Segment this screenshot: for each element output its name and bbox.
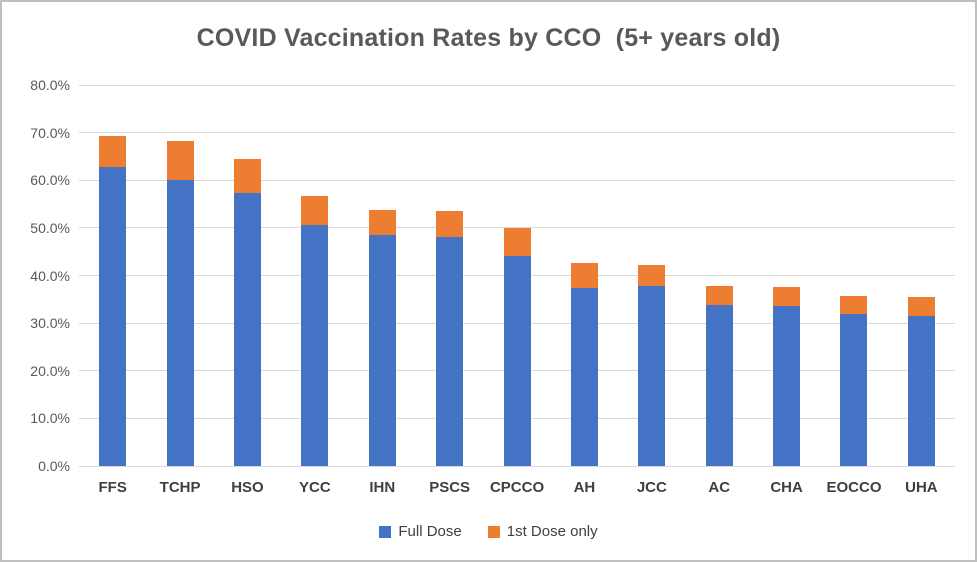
x-label-hso: HSO	[231, 479, 264, 496]
bar-ac-1st-dose-only	[705, 286, 733, 305]
x-label-tchp: TCHP	[159, 479, 201, 496]
legend: Full Dose 1st Dose only	[2, 523, 975, 540]
x-label-ffs: FFS	[98, 479, 127, 496]
legend-swatch-full-dose	[379, 525, 392, 538]
bar-tchp-full-dose	[166, 180, 194, 466]
bar-ihn-full-dose	[368, 235, 396, 466]
bar-uha-full-dose	[907, 316, 935, 466]
bar-pscs-1st-dose-only	[436, 211, 464, 238]
bar-tchp-1st-dose-only	[166, 140, 194, 181]
gridline-80	[79, 84, 955, 86]
bar-group-cha	[753, 85, 820, 466]
bar-cha-1st-dose-only	[773, 287, 801, 306]
bar-jcc-full-dose	[638, 285, 666, 466]
x-label-ah: AH	[573, 479, 596, 496]
bar-group-ac	[686, 85, 753, 466]
y-tick-label-500: 50.0%	[30, 219, 70, 236]
bar-group-tchp	[146, 85, 213, 466]
y-tick-label-800: 80.0%	[30, 77, 70, 93]
x-label-eocco: EOCCO	[826, 479, 882, 496]
y-tick-label-100: 10.0%	[30, 410, 70, 427]
bar-hso-1st-dose-only	[233, 159, 261, 193]
legend-swatch-1st-dose-only	[487, 525, 500, 538]
bar-group-pscs	[416, 85, 483, 466]
x-axis: FFS TCHP HSO YCC IHN PSCS CPCCO AH JCC AC CHA EOCCO…	[79, 479, 955, 496]
bar-group-cpcco	[483, 85, 550, 466]
chart-title: COVID Vaccination Rates by CCO (5+ years…	[196, 24, 781, 52]
bar-hso-full-dose	[233, 192, 261, 466]
x-axis-line	[79, 465, 955, 467]
x-label-uha: UHA	[905, 479, 938, 496]
legend-item-full-dose: Full Dose	[379, 523, 462, 540]
bar-ah-1st-dose-only	[570, 263, 598, 288]
bar-ah-full-dose	[570, 287, 598, 466]
legend-label-1st-dose-only: 1st Dose only	[506, 523, 598, 540]
bar-group-hso	[214, 85, 281, 466]
bar-cha-full-dose	[773, 305, 801, 466]
y-tick-label-00: 0.0%	[38, 458, 70, 474]
gridline-70	[79, 132, 955, 134]
y-tick-label-300: 30.0%	[30, 315, 70, 332]
bar-group-jcc	[618, 85, 685, 466]
bar-group-ycc	[281, 85, 348, 466]
bar-group-uha	[888, 85, 955, 466]
x-label-jcc: JCC	[636, 479, 667, 496]
bar-cpcco-full-dose	[503, 255, 531, 466]
bar-ffs-full-dose	[99, 167, 127, 466]
bar-eocco-1st-dose-only	[840, 295, 868, 314]
bar-jcc-1st-dose-only	[638, 264, 666, 286]
bar-ac-full-dose	[705, 304, 733, 466]
gridline-60	[79, 179, 955, 181]
x-label-ycc: YCC	[299, 479, 331, 496]
y-tick-label-200: 20.0%	[30, 362, 70, 379]
bar-uha-1st-dose-only	[907, 296, 935, 317]
x-label-cpcco: CPCCO	[489, 479, 545, 496]
x-label-cha: CHA	[770, 479, 803, 496]
bar-group-ffs	[79, 85, 146, 466]
y-tick-label-700: 70.0%	[30, 124, 70, 141]
y-tick-label-600: 60.0%	[30, 172, 70, 189]
x-label-ac: AC	[708, 479, 731, 496]
bar-cpcco-1st-dose-only	[503, 227, 531, 256]
bar-ffs-1st-dose-only	[99, 136, 127, 168]
legend-label-full-dose: Full Dose	[398, 523, 462, 540]
legend-item-1st-dose-only: 1st Dose only	[487, 523, 598, 540]
x-label-ihn: IHN	[369, 479, 396, 496]
y-tick-label-400: 40.0%	[30, 267, 70, 284]
gridline-50	[79, 227, 955, 229]
plot-area	[79, 84, 955, 467]
bar-slots	[79, 85, 955, 466]
bar-group-ihn	[349, 85, 416, 466]
bar-ihn-1st-dose-only	[368, 210, 396, 236]
bar-group-eocco	[820, 85, 887, 466]
bar-eocco-full-dose	[840, 313, 868, 466]
bar-group-ah	[551, 85, 618, 466]
bar-pscs-full-dose	[436, 237, 464, 466]
bar-ycc-full-dose	[301, 224, 329, 466]
bar-ycc-1st-dose-only	[301, 195, 329, 225]
x-label-pscs: PSCS	[429, 479, 471, 496]
